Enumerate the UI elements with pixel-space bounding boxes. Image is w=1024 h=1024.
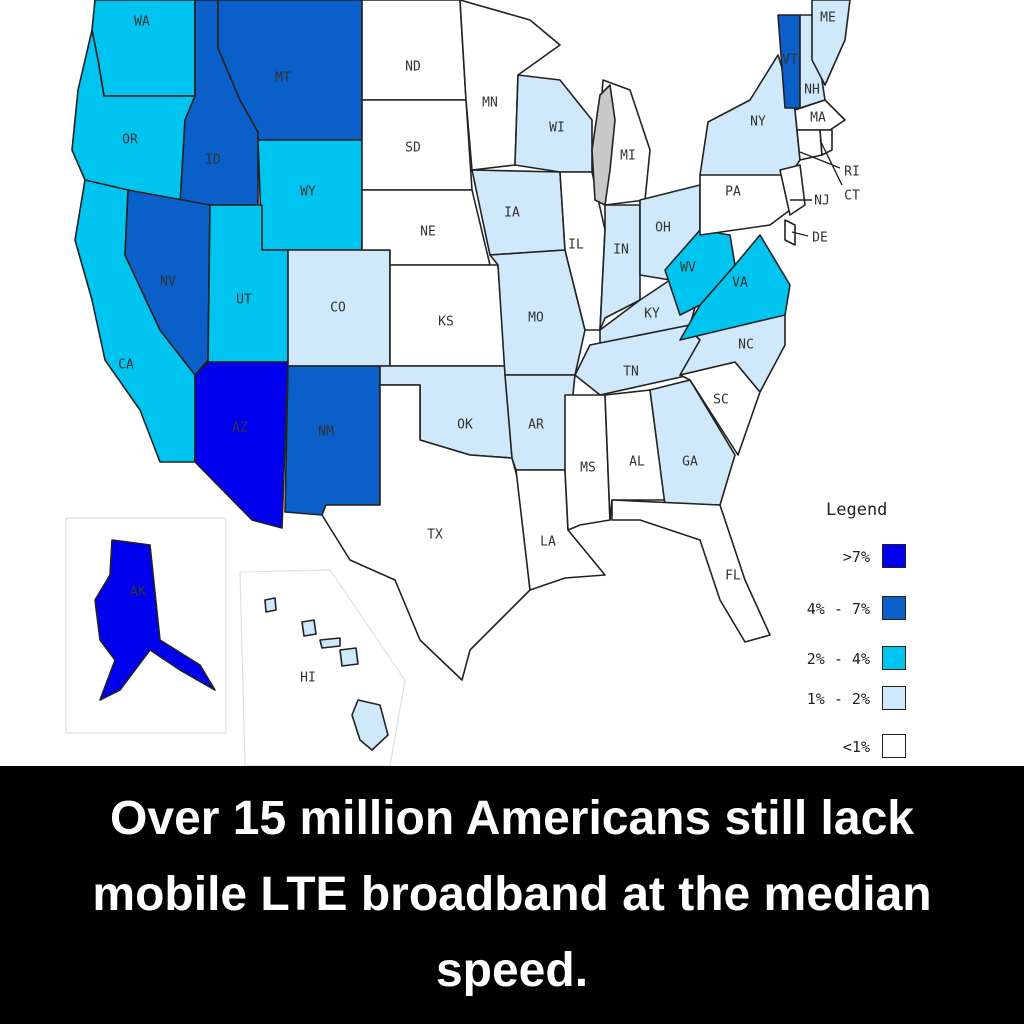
label-ne: NE: [420, 225, 436, 240]
label-wy: WY: [300, 185, 316, 200]
label-ri: RI: [844, 165, 860, 180]
label-ut: UT: [236, 293, 252, 308]
alaska-inset-frame: [65, 517, 227, 734]
state-fl: [611, 499, 771, 643]
hawaii-island-oahu: [301, 619, 317, 637]
label-nm: NM: [318, 425, 334, 440]
map-svg: WA OR CA ID NV MT WY UT AZ CO NM ND SD N…: [65, 0, 860, 766]
caption-text: Over 15 million Americans still lack mob…: [92, 792, 932, 997]
legend-label: 1% - 2%: [806, 690, 870, 708]
label-id: ID: [205, 153, 221, 168]
legend-swatch: [882, 544, 906, 568]
label-al: AL: [629, 455, 645, 470]
label-me: ME: [820, 11, 836, 26]
legend-row: 4% - 7%: [780, 596, 910, 624]
label-va: VA: [732, 276, 748, 291]
label-ks: KS: [438, 315, 454, 330]
label-ca: CA: [118, 358, 134, 373]
hawaii-island-big: [351, 699, 389, 751]
label-tn: TN: [623, 365, 639, 380]
legend-swatch: [882, 686, 906, 710]
label-in: IN: [613, 243, 629, 258]
legend-row: 1% - 2%: [780, 686, 910, 714]
state-al: [604, 389, 666, 521]
state-nd: [361, 0, 467, 101]
label-ga: GA: [682, 455, 698, 470]
legend-title: Legend: [826, 500, 888, 520]
label-vt: VT: [782, 53, 798, 68]
state-de: [784, 219, 796, 246]
leader-lines: [790, 139, 843, 237]
label-wi: WI: [549, 121, 565, 136]
hawaii-inset-frame: [239, 569, 406, 766]
legend-swatch: [882, 596, 906, 620]
label-tx: TX: [427, 528, 443, 543]
state-pa: [699, 169, 791, 236]
state-ri: [819, 129, 833, 156]
state-tx: [321, 384, 531, 681]
state-nj: [779, 164, 806, 216]
hawaii-islands: [264, 597, 389, 751]
legend-label: 2% - 4%: [806, 650, 870, 668]
hawaii-island-maui: [339, 647, 359, 667]
hawaii-island-kauai: [264, 597, 277, 613]
label-il: IL: [568, 238, 584, 253]
legend-label: 4% - 7%: [806, 600, 870, 618]
state-ak: [94, 539, 216, 701]
legend-swatch: [882, 734, 906, 758]
caption-banner: Over 15 million Americans still lack mob…: [0, 766, 1024, 1024]
state-ma: [794, 99, 846, 131]
label-sd: SD: [405, 141, 421, 156]
state-az: [194, 361, 289, 529]
lake-michigan: [591, 84, 616, 206]
label-nc: NC: [738, 338, 754, 353]
label-or: OR: [122, 133, 138, 148]
legend: Legend >7% 4% - 7% 2% - 4% 1% - 2% <1%: [780, 500, 910, 770]
label-mt: MT: [275, 71, 291, 86]
legend-label: >7%: [842, 548, 870, 566]
label-wv: WV: [680, 261, 696, 276]
label-ok: OK: [457, 418, 473, 433]
label-nv: NV: [160, 275, 176, 290]
label-ar: AR: [528, 418, 544, 433]
legend-row: >7%: [780, 544, 910, 572]
label-mi: MI: [620, 149, 636, 164]
label-ct: CT: [844, 189, 860, 204]
label-fl: FL: [725, 569, 741, 584]
label-nj: NJ: [814, 194, 830, 209]
label-ny: NY: [750, 115, 766, 130]
label-la: LA: [540, 535, 556, 550]
label-hi: HI: [300, 671, 316, 686]
state-me: [811, 0, 851, 86]
label-pa: PA: [725, 185, 741, 200]
legend-label: <1%: [842, 738, 870, 756]
label-ma: MA: [810, 111, 826, 126]
hawaii-island-molokai: [319, 637, 341, 649]
label-sc: SC: [713, 393, 729, 408]
us-choropleth-map: WA OR CA ID NV MT WY UT AZ CO NM ND SD N…: [65, 0, 860, 766]
label-de: DE: [812, 231, 828, 246]
state-ga: [649, 379, 736, 506]
label-ky: KY: [644, 307, 660, 322]
label-oh: OH: [655, 221, 671, 236]
label-ak: AK: [130, 585, 146, 600]
label-nh: NH: [804, 83, 820, 98]
label-ms: MS: [580, 461, 596, 476]
label-mo: MO: [528, 311, 544, 326]
legend-row: 2% - 4%: [780, 646, 910, 674]
legend-row: <1%: [780, 734, 910, 762]
label-co: CO: [330, 301, 346, 316]
label-ia: IA: [504, 206, 520, 221]
state-labels: WA OR CA ID NV MT WY UT AZ CO NM ND SD N…: [118, 11, 860, 686]
label-wa: WA: [134, 15, 150, 30]
legend-swatch: [882, 646, 906, 670]
label-mn: MN: [482, 96, 498, 111]
label-nd: ND: [405, 60, 421, 75]
lower-48: [71, 0, 851, 681]
state-nm: [284, 365, 381, 516]
label-az: AZ: [232, 421, 248, 436]
